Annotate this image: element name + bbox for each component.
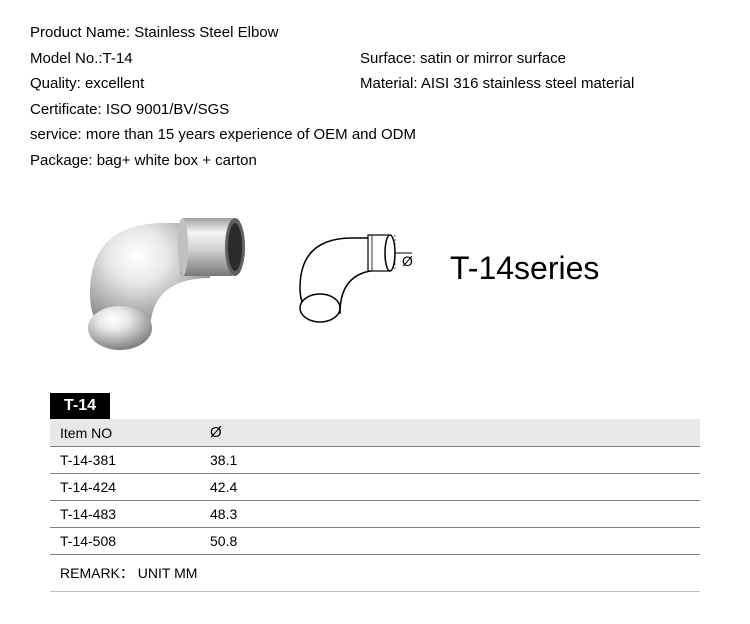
cell-item: T-14-483 [50, 501, 200, 528]
label: Quality: [30, 75, 81, 92]
spec-material: Material: AISI 316 stainless steel mater… [360, 71, 720, 97]
label: Package: [30, 152, 93, 169]
spec-model-no: Model No.:T-14 [30, 46, 360, 72]
spec-certificate: Certificate: ISO 9001/BV/SGS [30, 97, 720, 123]
product-photo [70, 183, 260, 353]
cell-item: T-14-508 [50, 528, 200, 555]
label: Product Name: [30, 24, 130, 41]
spec-block: Product Name: Stainless Steel Elbow Mode… [30, 20, 720, 173]
spec-service: service: more than 15 years experience o… [30, 122, 720, 148]
diameter-symbol: Ø [402, 253, 413, 269]
spec-surface: Surface: satin or mirror surface [360, 46, 720, 72]
series-label: T-14series [450, 250, 599, 287]
table-row: T-14-48348.3 [50, 501, 700, 528]
value: bag+ white box + carton [97, 152, 257, 169]
table-remark: REMARK： UNIT MM [50, 555, 700, 592]
table-row: T-14-50850.8 [50, 528, 700, 555]
col-item: Item NO [50, 419, 200, 447]
image-row: Ø T-14series [30, 183, 720, 353]
table-title: T-14 [50, 393, 110, 419]
spec-table: T-14 Item NO Ø T-14-38138.1T-14-42442.4T… [30, 393, 720, 592]
value: Stainless Steel Elbow [134, 24, 278, 41]
value: more than 15 years experience of OEM and… [86, 126, 416, 143]
cell-diameter: 48.3 [200, 501, 700, 528]
value: satin or mirror surface [420, 50, 566, 67]
spec-product-name: Product Name: Stainless Steel Elbow [30, 20, 720, 46]
col-diameter: Ø [200, 419, 700, 447]
table-row: T-14-42442.4 [50, 474, 700, 501]
value: AISI 316 stainless steel material [421, 75, 634, 92]
dimension-table: Item NO Ø T-14-38138.1T-14-42442.4T-14-4… [50, 419, 700, 555]
spec-quality: Quality: excellent [30, 71, 360, 97]
cell-diameter: 42.4 [200, 474, 700, 501]
value: ISO 9001/BV/SGS [106, 101, 229, 118]
label: service: [30, 126, 82, 143]
product-diagram: Ø [290, 208, 420, 328]
label: Material: [360, 75, 418, 92]
value: excellent [85, 75, 144, 92]
label: Model No.: [30, 50, 103, 67]
table-row: T-14-38138.1 [50, 447, 700, 474]
label: Certificate: [30, 101, 102, 118]
table-header-row: Item NO Ø [50, 419, 700, 447]
cell-item: T-14-424 [50, 474, 200, 501]
cell-diameter: 50.8 [200, 528, 700, 555]
spec-package: Package: bag+ white box + carton [30, 148, 720, 174]
cell-diameter: 38.1 [200, 447, 700, 474]
value: T-14 [103, 50, 133, 67]
label: Surface: [360, 50, 416, 67]
cell-item: T-14-381 [50, 447, 200, 474]
